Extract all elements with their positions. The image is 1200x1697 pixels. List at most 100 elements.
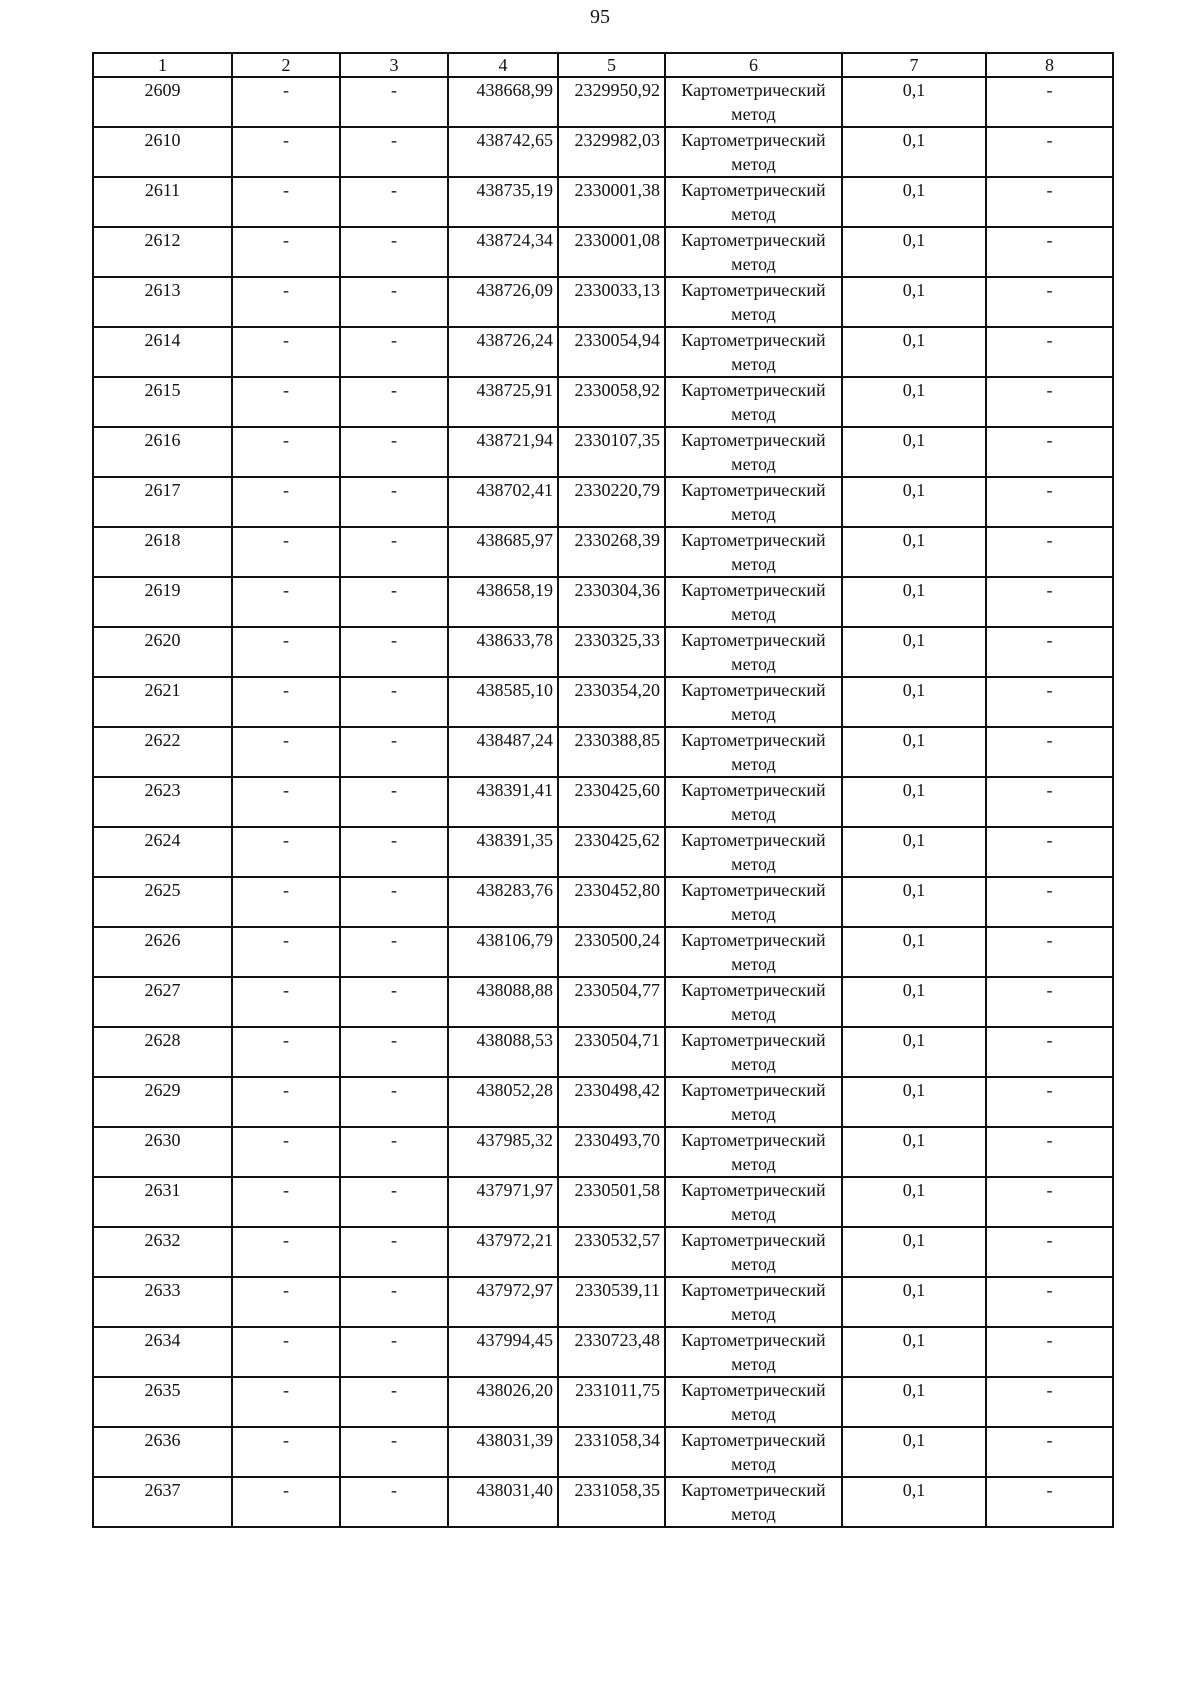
coordinates-table: 1 2 3 4 5 6 7 8 2609- -438668,99 2329950,9… — [92, 52, 1114, 1528]
table-cell: - — [985, 1476, 1114, 1528]
table-cell: 2634 — [92, 1326, 233, 1378]
table-cell: - — [985, 376, 1114, 428]
table-cell: - — [339, 1376, 449, 1428]
table-cell: - — [985, 276, 1114, 328]
table-cell: - — [339, 776, 449, 828]
column-header: 1 — [92, 52, 233, 78]
table-cell: Картометрический метод — [664, 1126, 843, 1178]
table-cell: - — [985, 1126, 1114, 1178]
column-header: 2 — [231, 52, 341, 78]
table-cell: - — [339, 1426, 449, 1478]
table-row: 2625- -438283,76 2330452,80 Картометрически… — [92, 876, 1114, 928]
table-cell: 0,1 — [841, 976, 987, 1028]
table-row: 2627- -438088,88 2330504,77 Картометрически… — [92, 976, 1114, 1028]
table-cell: 2330388,85 — [557, 726, 666, 778]
table-row: 2617- -438702,41 2330220,79 Картометрически… — [92, 476, 1114, 528]
table-cell: 438685,97 — [447, 526, 559, 578]
table-cell: 437972,97 — [447, 1276, 559, 1328]
table-cell: 0,1 — [841, 126, 987, 178]
table-cell: - — [231, 226, 341, 278]
table-cell: - — [231, 676, 341, 728]
table-cell: 2330504,71 — [557, 1026, 666, 1078]
table-cell: 0,1 — [841, 476, 987, 528]
table-cell: 2330501,58 — [557, 1176, 666, 1228]
table-cell: 2637 — [92, 1476, 233, 1528]
table-cell: Картометрический метод — [664, 1176, 843, 1228]
table-row: 2624- -438391,35 2330425,62 Картометрически… — [92, 826, 1114, 878]
table-cell: 2329982,03 — [557, 126, 666, 178]
table-cell: 438668,99 — [447, 76, 559, 128]
table-cell: 2330268,39 — [557, 526, 666, 578]
table-cell: 2330054,94 — [557, 326, 666, 378]
table-cell: 0,1 — [841, 1076, 987, 1128]
table-row: 2615- -438725,91 2330058,92 Картометрически… — [92, 376, 1114, 428]
table-cell: - — [339, 326, 449, 378]
column-header: 4 — [447, 52, 559, 78]
table-cell: 2330354,20 — [557, 676, 666, 728]
table-row: 2628- -438088,53 2330504,71 Картометрически… — [92, 1026, 1114, 1078]
column-header: 3 — [339, 52, 449, 78]
table-cell: - — [339, 876, 449, 928]
table-cell: - — [339, 1076, 449, 1128]
table-cell: Картометрический метод — [664, 1326, 843, 1378]
table-cell: 438487,24 — [447, 726, 559, 778]
table-cell: - — [231, 126, 341, 178]
table-cell: 0,1 — [841, 926, 987, 978]
table-cell: - — [985, 426, 1114, 478]
table-cell: 2623 — [92, 776, 233, 828]
table-cell: 2609 — [92, 76, 233, 128]
table-row: 2631- -437971,97 2330501,58 Картометрически… — [92, 1176, 1114, 1228]
table-cell: - — [985, 1076, 1114, 1128]
table-cell: 0,1 — [841, 76, 987, 128]
table-cell: 2616 — [92, 426, 233, 478]
table-cell: 2330304,36 — [557, 576, 666, 628]
table-cell: 438052,28 — [447, 1076, 559, 1128]
table-cell: Картометрический метод — [664, 576, 843, 628]
table-row: 2634- -437994,45 2330723,48 Картометрически… — [92, 1326, 1114, 1378]
table-cell: 437972,21 — [447, 1226, 559, 1278]
table-cell: - — [231, 526, 341, 578]
table-cell: 438391,35 — [447, 826, 559, 878]
table-cell: - — [985, 1226, 1114, 1278]
table-cell: 0,1 — [841, 726, 987, 778]
table-cell: Картометрический метод — [664, 1226, 843, 1278]
table-cell: - — [339, 576, 449, 628]
table-cell: 0,1 — [841, 1326, 987, 1378]
table-cell: 438725,91 — [447, 376, 559, 428]
table-cell: - — [231, 726, 341, 778]
table-cell: - — [339, 676, 449, 728]
table-cell: 0,1 — [841, 576, 987, 628]
table-cell: Картометрический метод — [664, 526, 843, 578]
table-cell: - — [231, 1326, 341, 1378]
table-cell: Картометрический метод — [664, 76, 843, 128]
table-cell: 2330500,24 — [557, 926, 666, 978]
table-cell: 2636 — [92, 1426, 233, 1478]
table-cell: 2620 — [92, 626, 233, 678]
table-cell: - — [985, 926, 1114, 978]
table-cell: Картометрический метод — [664, 176, 843, 228]
table-cell: - — [339, 826, 449, 878]
table-cell: - — [231, 426, 341, 478]
table-cell: - — [339, 76, 449, 128]
table-cell: 2611 — [92, 176, 233, 228]
table-cell: 2330532,57 — [557, 1226, 666, 1278]
table-row: 2611- -438735,19 2330001,38 Картометрически… — [92, 176, 1114, 228]
table-cell: Картометрический метод — [664, 926, 843, 978]
table-cell: 2612 — [92, 226, 233, 278]
table-cell: 2610 — [92, 126, 233, 178]
table-row: 2623- -438391,41 2330425,60 Картометрически… — [92, 776, 1114, 828]
table-cell: 2331058,35 — [557, 1476, 666, 1528]
column-header: 8 — [985, 52, 1114, 78]
table-cell: - — [231, 1176, 341, 1228]
table-cell: - — [985, 626, 1114, 678]
table-cell: Картометрический метод — [664, 1376, 843, 1428]
table-cell: 2330220,79 — [557, 476, 666, 528]
table-cell: 438031,39 — [447, 1426, 559, 1478]
column-header: 5 — [557, 52, 666, 78]
table-cell: - — [231, 1076, 341, 1128]
table-cell: 2627 — [92, 976, 233, 1028]
table-cell: - — [985, 476, 1114, 528]
table-cell: Картометрический метод — [664, 676, 843, 728]
table-cell: 0,1 — [841, 1476, 987, 1528]
table-cell: - — [339, 926, 449, 978]
